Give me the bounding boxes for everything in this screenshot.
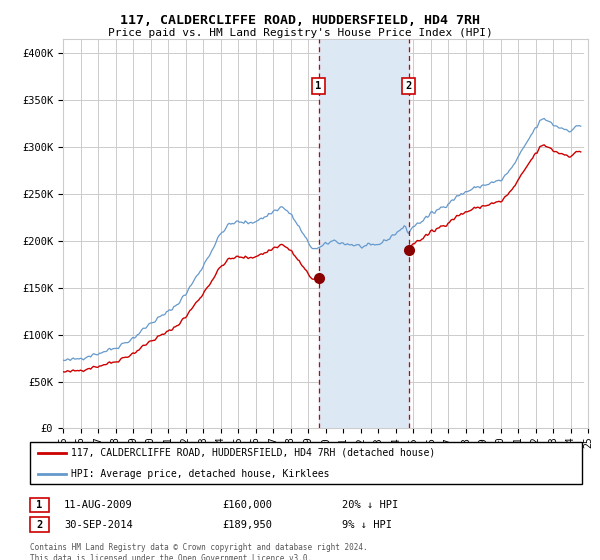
Text: £189,950: £189,950 [222,520,272,530]
Text: 30-SEP-2014: 30-SEP-2014 [64,520,133,530]
Bar [584,39,588,428]
Text: 2: 2 [37,520,43,530]
Text: 11-AUG-2009: 11-AUG-2009 [64,500,133,510]
Text: 2: 2 [406,81,412,91]
FancyBboxPatch shape [30,442,582,484]
Text: Price paid vs. HM Land Registry's House Price Index (HPI): Price paid vs. HM Land Registry's House … [107,28,493,38]
Text: £160,000: £160,000 [222,500,272,510]
Text: 1: 1 [37,500,43,510]
Text: 9% ↓ HPI: 9% ↓ HPI [342,520,392,530]
Text: 117, CALDERCLIFFE ROAD, HUDDERSFIELD, HD4 7RH (detached house): 117, CALDERCLIFFE ROAD, HUDDERSFIELD, HD… [71,448,436,458]
Text: 1: 1 [316,81,322,91]
Text: 117, CALDERCLIFFE ROAD, HUDDERSFIELD, HD4 7RH: 117, CALDERCLIFFE ROAD, HUDDERSFIELD, HD… [120,14,480,27]
Bar [319,39,409,428]
Text: 20% ↓ HPI: 20% ↓ HPI [342,500,398,510]
Text: HPI: Average price, detached house, Kirklees: HPI: Average price, detached house, Kirk… [71,469,330,479]
Text: Contains HM Land Registry data © Crown copyright and database right 2024.
This d: Contains HM Land Registry data © Crown c… [30,543,368,560]
